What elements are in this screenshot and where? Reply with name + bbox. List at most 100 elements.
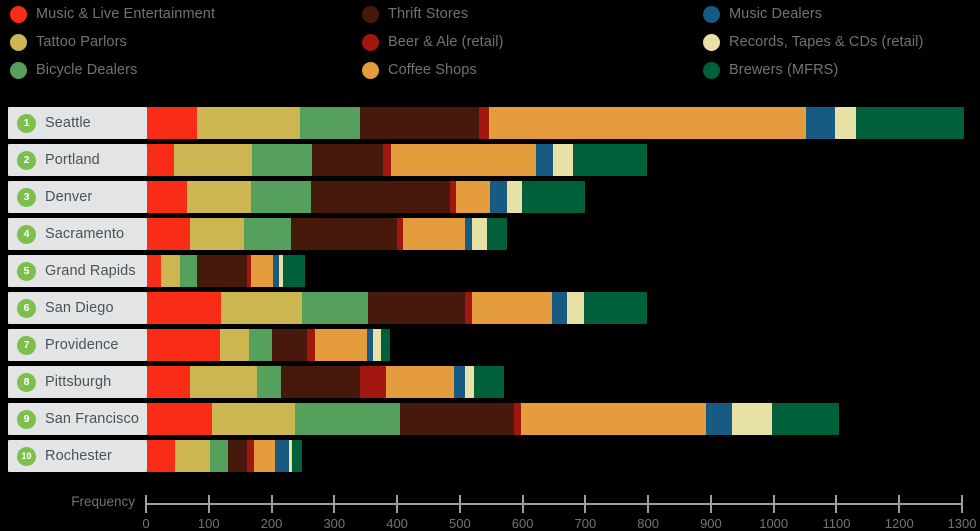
row-label-san-francisco[interactable]: 9 San Francisco <box>8 403 147 435</box>
bar-segment[interactable] <box>219 329 249 361</box>
bar-segment[interactable] <box>474 366 505 398</box>
bar-segment[interactable] <box>173 144 252 176</box>
stacked-bar[interactable] <box>147 107 964 139</box>
stacked-bar[interactable] <box>147 366 505 398</box>
bar-segment[interactable] <box>382 144 392 176</box>
bar-segment[interactable] <box>251 181 312 213</box>
bar-segment[interactable] <box>465 292 473 324</box>
legend-item-coffee[interactable]: Coffee Shops <box>362 56 504 84</box>
bar-segment[interactable] <box>367 329 374 361</box>
bar-segment[interactable] <box>147 255 161 287</box>
row-label-portland[interactable]: 2 Portland <box>8 144 147 176</box>
bar-segment[interactable] <box>391 144 537 176</box>
bar-segment[interactable] <box>189 366 258 398</box>
bar-segment[interactable] <box>147 440 176 472</box>
bar-segment[interactable] <box>271 329 307 361</box>
bar-segment[interactable] <box>248 329 272 361</box>
chart-row[interactable]: 8 Pittsburgh <box>0 366 980 398</box>
bar-segment[interactable] <box>465 366 475 398</box>
bar-segment[interactable] <box>855 107 964 139</box>
bar-segment[interactable] <box>479 107 489 139</box>
legend-item-records[interactable]: Records, Tapes & CDs (retail) <box>703 28 923 56</box>
bar-segment[interactable] <box>471 218 487 250</box>
bar-segment[interactable] <box>566 292 584 324</box>
row-label-denver[interactable]: 3 Denver <box>8 181 147 213</box>
chart-row[interactable]: 7 Providence <box>0 329 980 361</box>
chart-row[interactable]: 9 San Francisco <box>0 403 980 435</box>
bar-segment[interactable] <box>147 144 174 176</box>
bar-segment[interactable] <box>290 218 398 250</box>
bar-segment[interactable] <box>179 255 197 287</box>
bar-segment[interactable] <box>573 144 648 176</box>
stacked-bar[interactable] <box>147 144 648 176</box>
bar-segment[interactable] <box>706 403 732 435</box>
bar-segment[interactable] <box>553 144 574 176</box>
bar-segment[interactable] <box>257 366 281 398</box>
bar-segment[interactable] <box>311 144 383 176</box>
chart-row[interactable]: 1 Seattle <box>0 107 980 139</box>
bar-segment[interactable] <box>243 218 291 250</box>
bar-segment[interactable] <box>147 329 220 361</box>
bar-segment[interactable] <box>521 181 585 213</box>
bar-segment[interactable] <box>189 218 244 250</box>
bar-segment[interactable] <box>583 292 647 324</box>
bar-segment[interactable] <box>506 181 522 213</box>
bar-segment[interactable] <box>551 292 567 324</box>
bar-segment[interactable] <box>147 218 190 250</box>
stacked-bar[interactable] <box>147 403 840 435</box>
bar-segment[interactable] <box>253 440 276 472</box>
bar-segment[interactable] <box>536 144 554 176</box>
chart-row[interactable]: 4 Sacramento <box>0 218 980 250</box>
stacked-bar[interactable] <box>147 329 391 361</box>
bar-segment[interactable] <box>147 403 213 435</box>
stacked-bar[interactable] <box>147 218 508 250</box>
bar-segment[interactable] <box>187 181 252 213</box>
bar-segment[interactable] <box>806 107 835 139</box>
bar-segment[interactable] <box>294 403 400 435</box>
bar-segment[interactable] <box>272 255 280 287</box>
chart-row[interactable]: 5 Grand Rapids <box>0 255 980 287</box>
bar-segment[interactable] <box>275 440 289 472</box>
bar-segment[interactable] <box>196 255 248 287</box>
bar-segment[interactable] <box>301 292 368 324</box>
legend-item-beer_ale[interactable]: Beer & Ale (retail) <box>362 28 504 56</box>
bar-segment[interactable] <box>381 329 391 361</box>
row-label-pittsburgh[interactable]: 8 Pittsburgh <box>8 366 147 398</box>
bar-segment[interactable] <box>280 366 360 398</box>
bar-segment[interactable] <box>251 255 273 287</box>
bar-segment[interactable] <box>834 107 856 139</box>
chart-row[interactable]: 6 San Diego <box>0 292 980 324</box>
bar-segment[interactable] <box>367 292 466 324</box>
bar-segment[interactable] <box>489 181 507 213</box>
bar-segment[interactable] <box>403 218 466 250</box>
row-label-seattle[interactable]: 1 Seattle <box>8 107 147 139</box>
stacked-bar[interactable] <box>147 181 585 213</box>
bar-segment[interactable] <box>397 218 404 250</box>
chart-row[interactable]: 3 Denver <box>0 181 980 213</box>
bar-segment[interactable] <box>472 292 552 324</box>
bar-segment[interactable] <box>731 403 772 435</box>
legend-item-music_dealers[interactable]: Music Dealers <box>703 0 923 28</box>
bar-segment[interactable] <box>210 440 229 472</box>
row-label-san-diego[interactable]: 6 San Diego <box>8 292 147 324</box>
bar-segment[interactable] <box>247 255 252 287</box>
chart-row[interactable]: 10 Rochester <box>0 440 980 472</box>
bar-segment[interactable] <box>386 366 454 398</box>
bar-segment[interactable] <box>197 107 300 139</box>
stacked-bar[interactable] <box>147 255 305 287</box>
bar-segment[interactable] <box>147 107 198 139</box>
bar-segment[interactable] <box>453 366 466 398</box>
stacked-bar[interactable] <box>147 292 647 324</box>
bar-segment[interactable] <box>292 440 303 472</box>
bar-segment[interactable] <box>360 107 480 139</box>
bar-segment[interactable] <box>251 144 312 176</box>
bar-segment[interactable] <box>488 107 807 139</box>
legend-item-music_live[interactable]: Music & Live Entertainment <box>10 0 215 28</box>
bar-segment[interactable] <box>282 255 305 287</box>
bar-segment[interactable] <box>513 403 521 435</box>
bar-segment[interactable] <box>160 255 180 287</box>
bar-segment[interactable] <box>465 218 472 250</box>
bar-segment[interactable] <box>359 366 387 398</box>
bar-segment[interactable] <box>220 292 302 324</box>
bar-segment[interactable] <box>373 329 382 361</box>
